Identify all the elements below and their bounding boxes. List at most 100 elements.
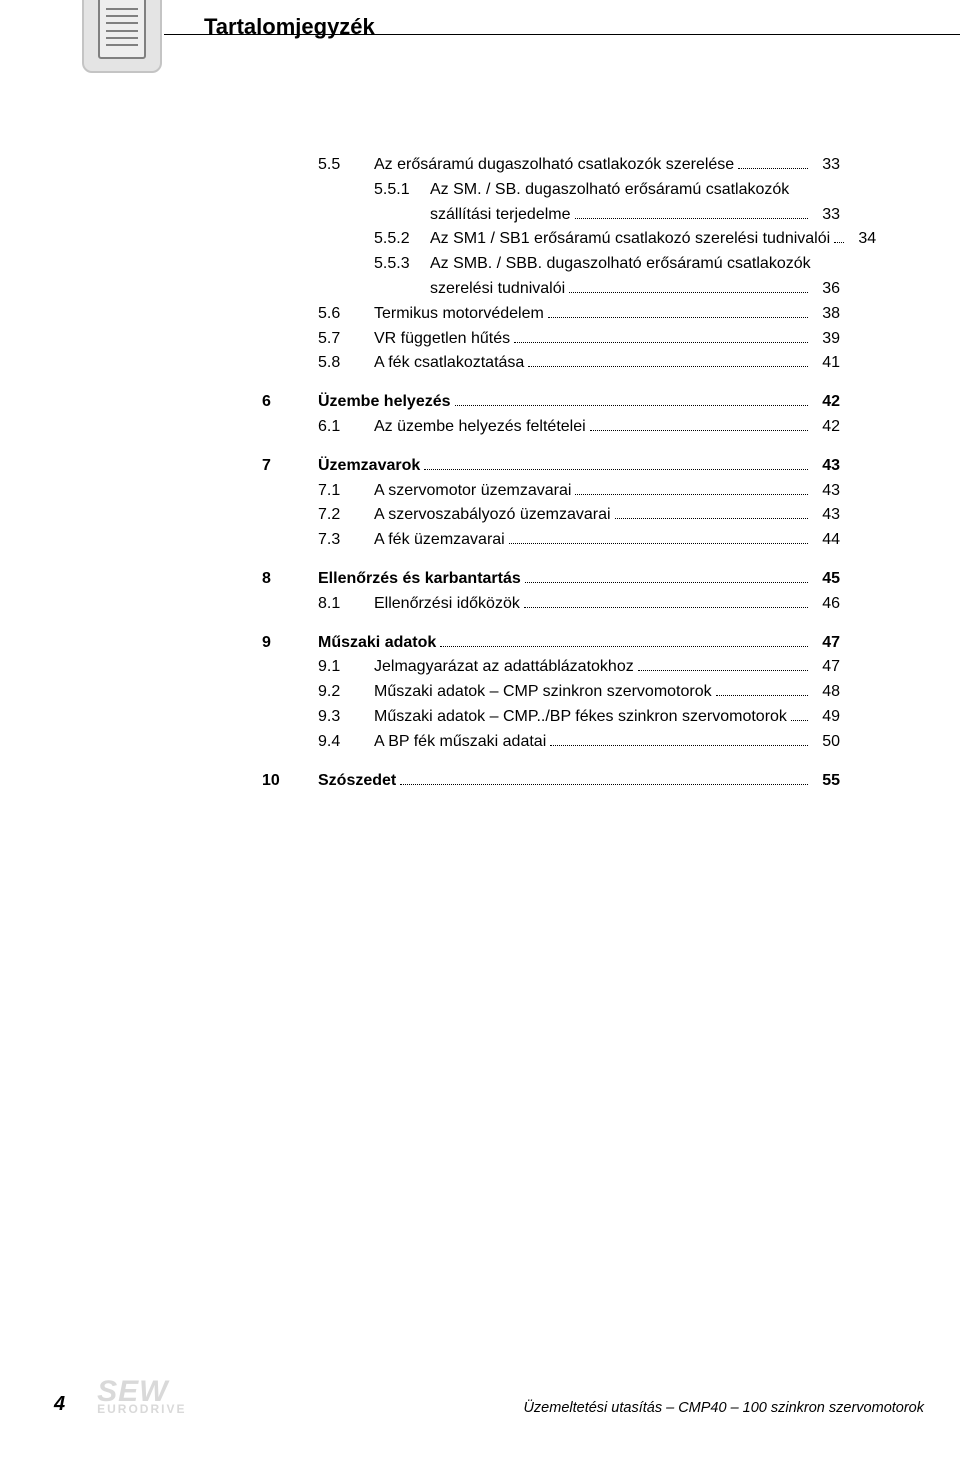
toc-entry-label: A fék üzemzavarai bbox=[374, 528, 505, 553]
toc-entry-page: 38 bbox=[812, 302, 840, 327]
toc-entry-page: 47 bbox=[812, 655, 840, 680]
toc-entry-label: Műszaki adatok bbox=[318, 631, 436, 656]
toc-entry-number: 5.5.3 bbox=[374, 252, 430, 277]
toc-entry-label: Ellenőrzési időközök bbox=[374, 592, 520, 617]
toc-entry-page: 39 bbox=[812, 327, 840, 352]
toc-entry-page: 43 bbox=[812, 503, 840, 528]
toc-entry-label: Ellenőrzés és karbantartás bbox=[318, 567, 521, 592]
toc-entry-page: 33 bbox=[812, 153, 840, 178]
toc-row: szerelési tudnivalói36 bbox=[262, 277, 840, 302]
toc-entry-number: 8.1 bbox=[318, 592, 374, 617]
toc-entry-page: 43 bbox=[812, 454, 840, 479]
toc-row: 9.2Műszaki adatok – CMP szinkron szervom… bbox=[262, 680, 840, 705]
toc-gap bbox=[262, 376, 840, 390]
toc-row: 7.3A fék üzemzavarai44 bbox=[262, 528, 840, 553]
toc-entry-page: 48 bbox=[812, 680, 840, 705]
toc-gap bbox=[262, 440, 840, 454]
toc-entry-number: 5.5.1 bbox=[374, 178, 430, 203]
toc-row: 9.1Jelmagyarázat az adattáblázatokhoz 47 bbox=[262, 655, 840, 680]
toc-entry-page: 42 bbox=[812, 415, 840, 440]
toc-row: 5.5.1Az SM. / SB. dugaszolható erősáramú… bbox=[262, 178, 840, 203]
toc-leader bbox=[575, 494, 808, 495]
toc-entry-label: Az SM1 / SB1 erősáramú csatlakozó szerel… bbox=[430, 227, 830, 252]
toc-entry-label: Termikus motorvédelem bbox=[374, 302, 544, 327]
toc-row: 7.1A szervomotor üzemzavarai43 bbox=[262, 479, 840, 504]
toc-leader bbox=[424, 469, 808, 470]
toc-row: 9.3Műszaki adatok – CMP../BP fékes szink… bbox=[262, 705, 840, 730]
toc-entry-label: Üzemzavarok bbox=[318, 454, 420, 479]
toc-entry-label: Műszaki adatok – CMP../BP fékes szinkron… bbox=[374, 705, 787, 730]
toc-leader bbox=[638, 670, 808, 671]
footer: 4 SEW EURODRIVE Üzemeltetési utasítás – … bbox=[0, 1379, 960, 1417]
toc-entry-number: 8 bbox=[262, 567, 318, 592]
toc-row: 9.4A BP fék műszaki adatai50 bbox=[262, 730, 840, 755]
toc-entry-number: 5.7 bbox=[318, 327, 374, 352]
toc-entry-page: 47 bbox=[812, 631, 840, 656]
toc-row: 8.1Ellenőrzési időközök 46 bbox=[262, 592, 840, 617]
toc-entry-page: 50 bbox=[812, 730, 840, 755]
toc-entry-label: Az SMB. / SBB. dugaszolható erősáramú cs… bbox=[430, 252, 811, 277]
toc-row: 5.5.3Az SMB. / SBB. dugaszolható erősára… bbox=[262, 252, 840, 277]
footer-logo-top: SEW bbox=[97, 1379, 168, 1405]
toc-leader bbox=[834, 242, 844, 243]
toc-row: 9Műszaki adatok 47 bbox=[262, 631, 840, 656]
toc-entry-number: 6 bbox=[262, 390, 318, 415]
toc-leader bbox=[550, 745, 808, 746]
toc-row: 8Ellenőrzés és karbantartás45 bbox=[262, 567, 840, 592]
toc-entry-label: Az erősáramú dugaszolható csatlakozók sz… bbox=[374, 153, 734, 178]
toc-row: 7Üzemzavarok43 bbox=[262, 454, 840, 479]
page: Tartalomjegyzék 5.5Az erősáramú dugaszol… bbox=[0, 0, 960, 1444]
toc-row: 5.5Az erősáramú dugaszolható csatlakozók… bbox=[262, 153, 840, 178]
toc-entry-page: 43 bbox=[812, 479, 840, 504]
toc-leader bbox=[575, 218, 809, 219]
toc-leader bbox=[400, 784, 808, 785]
toc-entry-label: A fék csatlakoztatása bbox=[374, 351, 524, 376]
toc-row: 6.1Az üzembe helyezés feltételei42 bbox=[262, 415, 840, 440]
toc-entry-label: Jelmagyarázat az adattáblázatokhoz bbox=[374, 655, 634, 680]
toc-entry-number: 9.4 bbox=[318, 730, 374, 755]
toc-entry-page: 33 bbox=[812, 203, 840, 228]
toc-row: 7.2A szervoszabályozó üzemzavarai43 bbox=[262, 503, 840, 528]
footer-left: 4 SEW EURODRIVE bbox=[54, 1379, 186, 1417]
footer-page-number: 4 bbox=[54, 1393, 65, 1416]
toc-gap bbox=[262, 755, 840, 769]
toc-row: 10Szószedet 55 bbox=[262, 769, 840, 794]
toc-entry-number: 5.5.2 bbox=[374, 227, 430, 252]
toc-entry-label: szállítási terjedelme bbox=[430, 203, 571, 228]
toc-entry-number: 7.3 bbox=[318, 528, 374, 553]
toc-entry-page: 49 bbox=[812, 705, 840, 730]
toc-entry-label: A szervoszabályozó üzemzavarai bbox=[374, 503, 611, 528]
toc-leader bbox=[548, 317, 808, 318]
toc-leader bbox=[590, 430, 808, 431]
toc-row: 5.6Termikus motorvédelem 38 bbox=[262, 302, 840, 327]
document-lines-icon bbox=[98, 0, 146, 59]
toc-entry-number: 10 bbox=[262, 769, 318, 794]
toc-entry-label: Az SM. / SB. dugaszolható erősáramú csat… bbox=[430, 178, 789, 203]
toc-entry-number: 9 bbox=[262, 631, 318, 656]
toc-leader bbox=[791, 720, 808, 721]
toc-entry-number: 5.8 bbox=[318, 351, 374, 376]
toc: 5.5Az erősáramú dugaszolható csatlakozók… bbox=[262, 153, 840, 793]
toc-leader bbox=[716, 695, 808, 696]
toc-leader bbox=[524, 607, 808, 608]
toc-entry-page: 41 bbox=[812, 351, 840, 376]
toc-leader bbox=[440, 646, 808, 647]
toc-row: szállítási terjedelme 33 bbox=[262, 203, 840, 228]
toc-entry-number: 5.6 bbox=[318, 302, 374, 327]
toc-entry-label: Szószedet bbox=[318, 769, 396, 794]
toc-leader bbox=[514, 342, 808, 343]
header-rule-right bbox=[164, 34, 960, 35]
toc-entry-number: 7.1 bbox=[318, 479, 374, 504]
toc-entry-page: 36 bbox=[812, 277, 840, 302]
toc-leader bbox=[455, 405, 808, 406]
toc-icon bbox=[82, 0, 162, 73]
toc-entry-page: 46 bbox=[812, 592, 840, 617]
toc-entry-label: VR független hűtés bbox=[374, 327, 510, 352]
toc-entry-label: Az üzembe helyezés feltételei bbox=[374, 415, 586, 440]
toc-entry-number: 9.1 bbox=[318, 655, 374, 680]
toc-entry-page: 55 bbox=[812, 769, 840, 794]
toc-entry-page: 42 bbox=[812, 390, 840, 415]
footer-logo-bottom: EURODRIVE bbox=[97, 1402, 186, 1416]
toc-entry-number: 9.2 bbox=[318, 680, 374, 705]
toc-row: 5.7VR független hűtés 39 bbox=[262, 327, 840, 352]
